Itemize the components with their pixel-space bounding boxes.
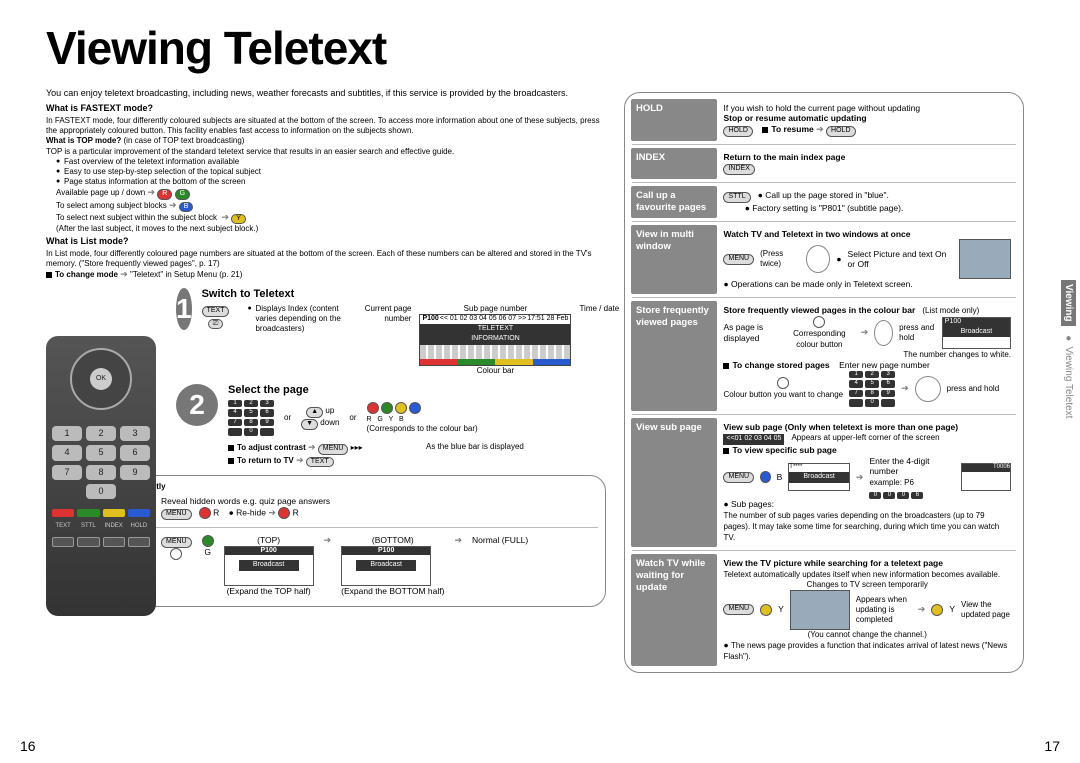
watch-label: Watch TV while waiting for update	[631, 554, 717, 666]
multi-window-preview	[959, 239, 1011, 279]
right-column: HOLD If you wish to hold the current pag…	[624, 88, 1024, 673]
fastext-heading: What is FASTEXT mode?	[46, 103, 606, 114]
remote-ok-button: OK	[90, 368, 112, 390]
page-number-left: 16	[20, 738, 36, 756]
store-label: Store frequently viewed pages	[631, 301, 717, 411]
top-heading: What is TOP mode?	[46, 136, 121, 145]
time-date-label: Time / date	[579, 304, 623, 314]
intro-text: You can enjoy teletext broadcasting, inc…	[46, 88, 606, 99]
top-bullet-1: Fast overview of the teletext informatio…	[56, 157, 606, 167]
return-to-tv: To return to TV	[237, 456, 294, 465]
top-tag: (in case of TOP text broadcasting)	[121, 136, 244, 145]
left-column: You can enjoy teletext broadcasting, inc…	[46, 88, 606, 673]
teletext-screen-mock: P100<< 01 02 03 04 05 06 07 >>17:51 28 F…	[419, 314, 571, 366]
step-1-heading: Switch to Teletext	[202, 288, 624, 302]
change-mode-ref: "Teletext" in Setup Menu (p. 21)	[130, 270, 242, 279]
numpad-icon: 1234567890	[228, 400, 274, 436]
page-title: Viewing Teletext	[46, 20, 1050, 78]
step-2-badge: 2	[176, 384, 218, 426]
corresponds-label: (Corresponds to the colour bar)	[367, 424, 478, 433]
list-heading: What is List mode?	[46, 236, 606, 247]
favourite-label: Call up a favourite pages	[631, 186, 717, 218]
blue-bar-label: As the blue bar is displayed	[426, 442, 606, 452]
reveal-body: Reveal hidden words e.g. quiz page answe…	[161, 496, 330, 506]
remote-control: OK 123 456 789 0 TEXTSTTLINDEXHOLD	[46, 336, 156, 616]
step-1-note: Displays Index (content varies depending…	[247, 304, 347, 334]
multi-window-label: View in multi window	[631, 225, 717, 294]
change-mode: To change mode	[55, 270, 118, 279]
fastext-body: In FASTEXT mode, four differently colour…	[46, 116, 606, 135]
sub-page-label: Sub page number	[419, 304, 571, 314]
top-bullet-2: Easy to use step-by-step selection of th…	[56, 167, 606, 177]
page-number-right: 17	[1044, 738, 1060, 756]
top-nav-1: Available page up / down	[56, 188, 145, 197]
top-nav-3: To select next subject within the subjec…	[56, 213, 217, 222]
side-tab: Viewing ● Viewing Teletext	[1062, 280, 1075, 422]
top-bullet-3: Page status information at the bottom of…	[56, 177, 606, 187]
colour-bar-label: Colour bar	[419, 366, 571, 376]
hold-label: HOLD	[631, 99, 717, 141]
step-1-badge: 1	[176, 288, 192, 330]
current-page-label: Current page number	[365, 304, 412, 323]
top-nav-3b: (After the last subject, it moves to the…	[56, 224, 258, 233]
list-body: In List mode, four differently coloured …	[46, 249, 606, 268]
step-2-heading: Select the page	[228, 384, 606, 398]
top-nav-2: To select among subject blocks	[56, 201, 167, 210]
sub-page-label: View sub page	[631, 418, 717, 547]
index-label: INDEX	[631, 148, 717, 179]
top-body: TOP is a particular improvement of the s…	[46, 147, 606, 157]
remote-numpad: 123 456 789 0	[52, 426, 150, 499]
adjust-contrast: To adjust contrast	[237, 443, 306, 452]
